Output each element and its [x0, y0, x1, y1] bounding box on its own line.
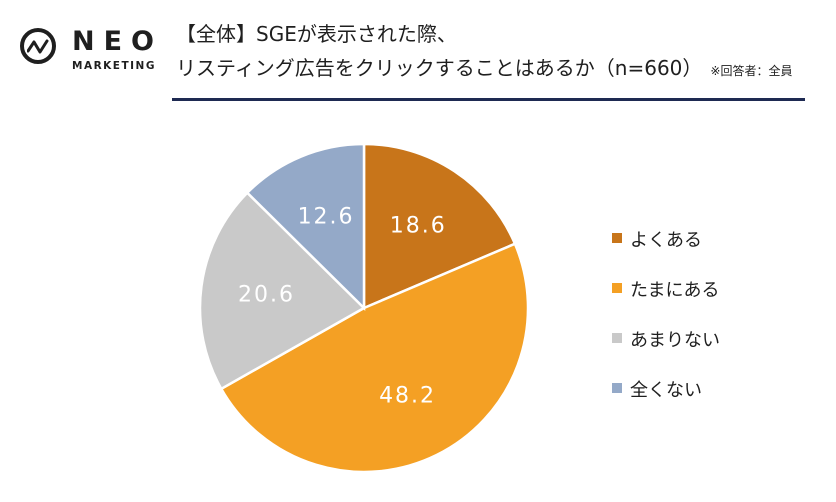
- legend-label: たまにある: [630, 280, 720, 301]
- legend-swatch: [612, 383, 622, 393]
- pie-slice-2: [219, 242, 530, 474]
- legend-label: よくある: [630, 230, 702, 251]
- legend-swatch: [612, 333, 622, 343]
- slice-value-label: 18.6: [390, 213, 447, 238]
- logo-name: NEO: [72, 26, 163, 57]
- legend-swatch: [612, 233, 622, 243]
- legend-item: あまりない: [612, 326, 720, 376]
- chart-title-text: リスティング広告をクリックすることはあるか（n=660）: [176, 56, 703, 80]
- slice-value-label: 20.6: [238, 283, 295, 308]
- logo-mark-icon: [20, 28, 56, 64]
- chart-title-line2: リスティング広告をクリックすることはあるか（n=660） ※回答者：全員: [176, 52, 792, 81]
- title-underline: [172, 98, 805, 101]
- pie-slice-1: [362, 142, 517, 310]
- logo-subtitle: MARKETING: [72, 60, 156, 72]
- pie-slice-4: [245, 142, 366, 311]
- legend-item: 全くない: [612, 376, 720, 426]
- slice-value-label: 48.2: [379, 384, 436, 409]
- neo-marketing-logo: NEO MARKETING: [18, 22, 168, 77]
- respondent-note: ※回答者：全員: [710, 64, 793, 78]
- legend-label: あまりない: [630, 330, 720, 351]
- legend-label: 全くない: [630, 380, 702, 401]
- slice-value-label: 12.6: [298, 205, 355, 230]
- legend-item: たまにある: [612, 276, 720, 326]
- legend-item: よくある: [612, 226, 720, 276]
- pie-slice-3: [198, 190, 367, 391]
- chart-legend: よくあるたまにあるあまりない全くない: [612, 226, 720, 426]
- chart-title-line1: 【全体】SGEが表示された際、: [176, 22, 457, 46]
- legend-swatch: [612, 283, 622, 293]
